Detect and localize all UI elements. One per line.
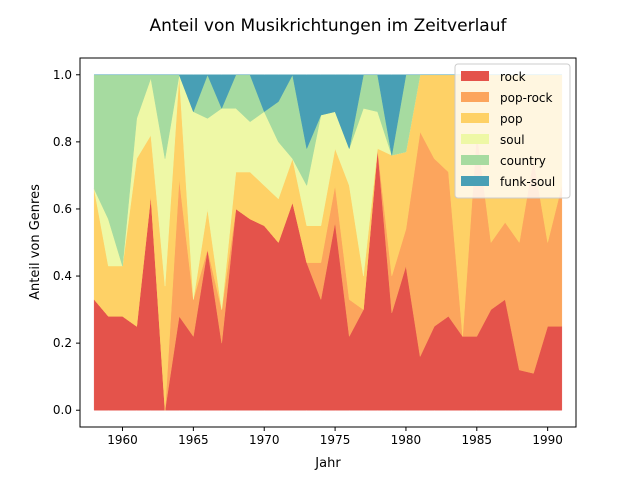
legend-swatch-rock [461, 71, 489, 81]
area-layers [93, 73, 563, 411]
x-tick-label-1960: 1960 [107, 433, 138, 447]
y-tick-label-0: 0.0 [53, 403, 72, 417]
x-axis: 1960 1965 1970 1975 1980 1985 1990 [107, 427, 563, 447]
plot-frame [79, 57, 577, 428]
area-funk-soul [94, 74, 562, 156]
x-tick-label-1975: 1975 [320, 433, 351, 447]
x-tick-label-1965: 1965 [178, 433, 209, 447]
legend-swatch-pop [461, 113, 489, 123]
y-axis-label: Anteil von Genres [28, 184, 43, 300]
legend-swatch-pop-rock [461, 92, 489, 102]
x-axis-label: Jahr [314, 456, 341, 471]
legend-swatch-funk-soul [461, 176, 489, 186]
chart-title: Anteil von Musikrichtungen im Zeitverlau… [150, 16, 508, 36]
y-tick-label-0.6: 0.6 [53, 202, 72, 216]
y-tick-label-0.2: 0.2 [53, 336, 72, 350]
x-tick-label-1970: 1970 [249, 433, 280, 447]
x-tick-label-1980: 1980 [391, 433, 422, 447]
legend-label-country: country [500, 154, 546, 168]
legend-label-rock: rock [500, 70, 526, 84]
y-tick-label-0.8: 0.8 [53, 135, 72, 149]
y-tick-label-1: 1.0 [53, 68, 72, 82]
x-tick-label-1985: 1985 [462, 433, 493, 447]
legend-label-funk-soul: funk-soul [500, 175, 555, 189]
y-axis: 0.0 0.2 0.4 0.6 0.8 1.0 [53, 68, 80, 417]
legend-swatch-soul [461, 134, 489, 144]
x-tick-label-1990: 1990 [532, 433, 563, 447]
legend-label-soul: soul [500, 133, 525, 147]
legend-label-pop: pop [500, 112, 523, 126]
legend-label-pop-rock: pop-rock [500, 91, 553, 105]
y-tick-label-0.4: 0.4 [53, 269, 72, 283]
legend-swatch-country [461, 155, 489, 165]
legend: rock pop-rock pop soul country funk-soul [454, 63, 571, 199]
